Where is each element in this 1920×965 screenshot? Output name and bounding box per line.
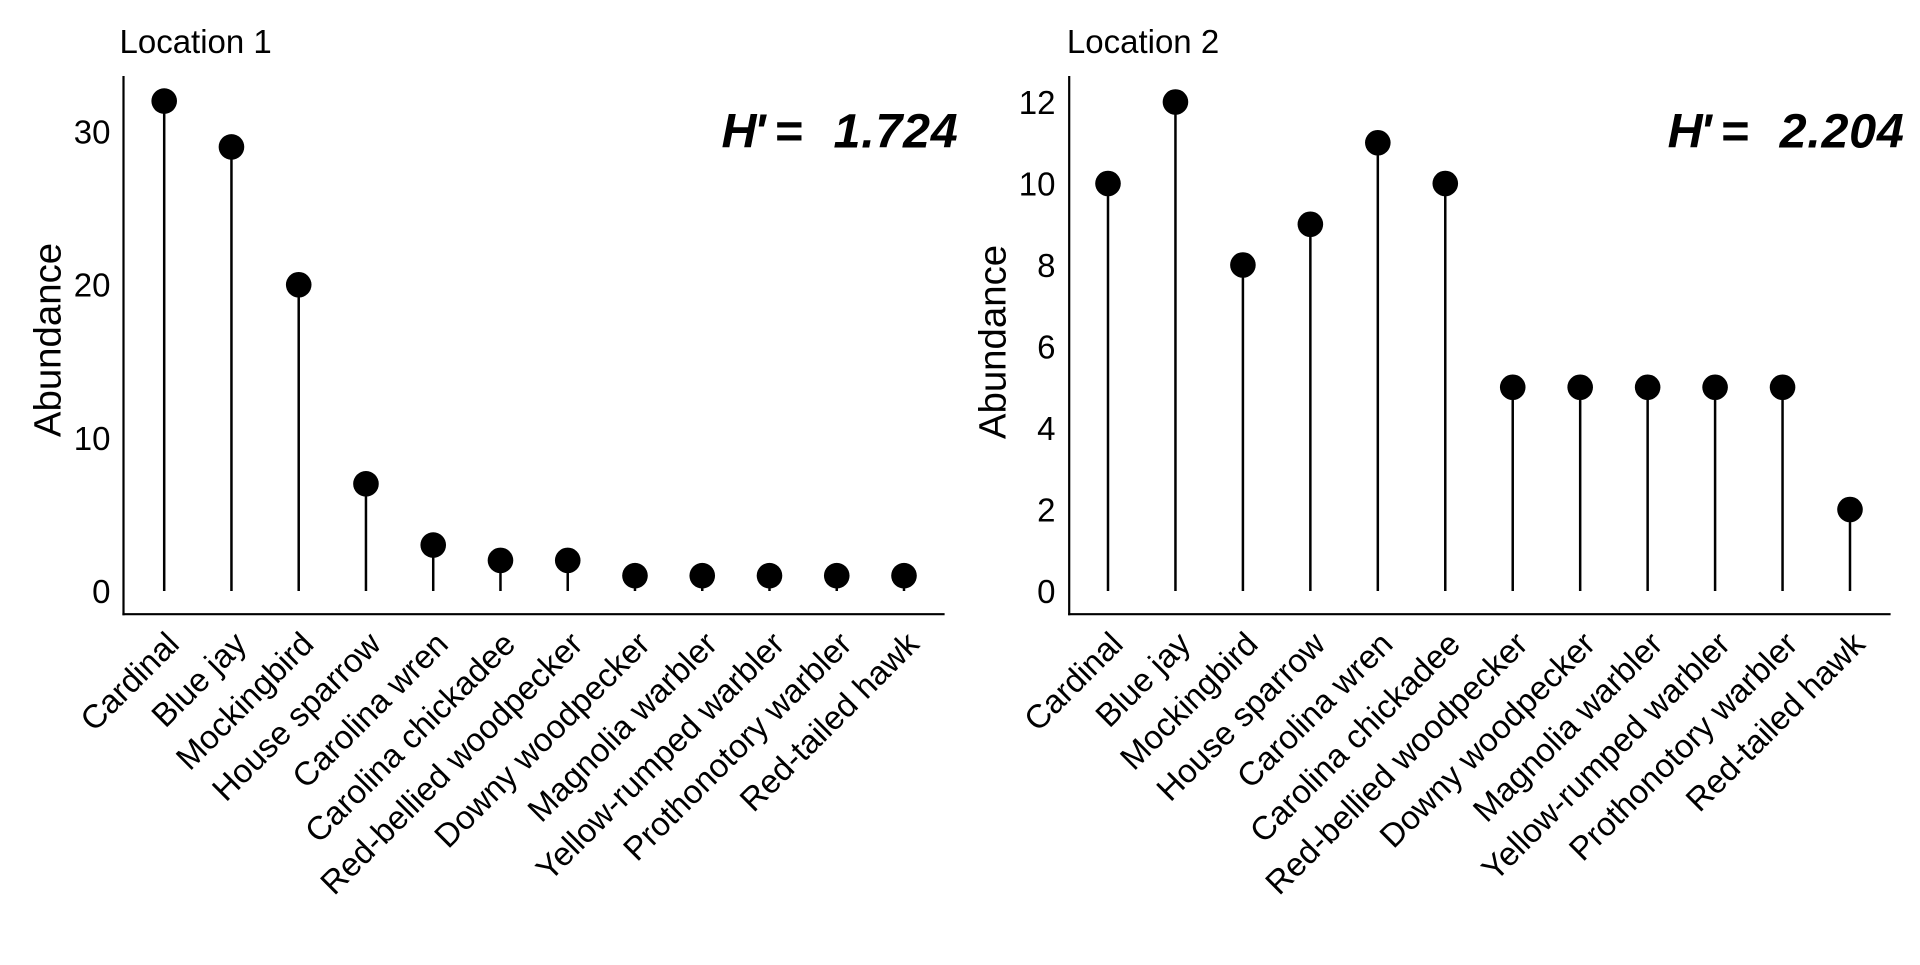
svg-text:8: 8	[1037, 247, 1055, 284]
svg-text:Location 1: Location 1	[120, 23, 272, 60]
svg-text:H': H'	[722, 104, 768, 158]
svg-text:=: =	[774, 104, 802, 158]
svg-text:30: 30	[74, 114, 111, 151]
svg-text:4: 4	[1037, 410, 1055, 447]
svg-text:2: 2	[1037, 491, 1055, 528]
svg-text:Abundance: Abundance	[27, 243, 70, 437]
svg-text:Location 2: Location 2	[1067, 23, 1219, 60]
svg-text:10: 10	[74, 420, 111, 457]
svg-text:10: 10	[1019, 165, 1056, 202]
svg-text:Abundance: Abundance	[972, 245, 1015, 439]
svg-text:1.724: 1.724	[834, 104, 959, 158]
svg-text:20: 20	[74, 267, 111, 304]
svg-text:=: =	[1720, 104, 1748, 158]
svg-text:H': H'	[1668, 104, 1714, 158]
svg-text:6: 6	[1037, 328, 1055, 365]
svg-text:2.204: 2.204	[1779, 104, 1905, 158]
svg-text:0: 0	[1037, 573, 1055, 610]
svg-text:0: 0	[92, 573, 110, 610]
svg-text:12: 12	[1019, 84, 1056, 121]
